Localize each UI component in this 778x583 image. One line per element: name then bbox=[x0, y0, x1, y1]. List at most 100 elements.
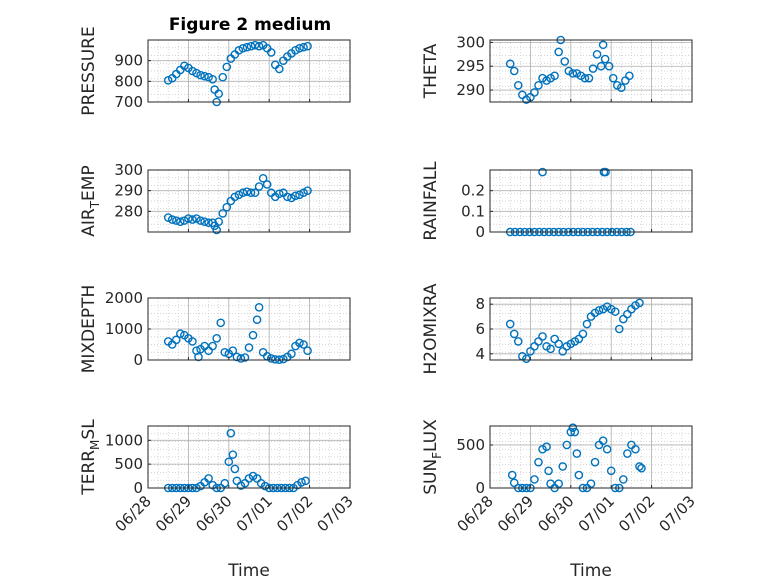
y-tick-label: 300 bbox=[456, 33, 485, 51]
data-point bbox=[192, 68, 201, 78]
data-point bbox=[594, 306, 604, 315]
data-point bbox=[297, 477, 306, 487]
data-point bbox=[250, 188, 260, 198]
subplot-3: 280 290 300 AIRTEMP bbox=[79, 161, 351, 237]
y-tick-label: 0 bbox=[133, 479, 143, 497]
data-point bbox=[588, 64, 598, 73]
data-series bbox=[505, 35, 634, 104]
data-point bbox=[254, 302, 264, 312]
data-point bbox=[542, 442, 551, 451]
data-point bbox=[240, 353, 250, 362]
y-axis-label: PRESSURE bbox=[79, 26, 99, 115]
y-axis-label: THETA bbox=[421, 43, 441, 99]
data-point bbox=[270, 355, 280, 364]
data-point bbox=[184, 214, 193, 223]
data-point bbox=[568, 423, 578, 433]
data-point bbox=[171, 216, 181, 225]
data-point bbox=[252, 315, 262, 325]
data-point bbox=[220, 347, 230, 357]
subplot-6: 4 6 8 H2OMIXRA bbox=[421, 283, 693, 375]
data-point bbox=[274, 64, 284, 74]
data-point bbox=[568, 69, 578, 78]
data-point bbox=[283, 192, 292, 202]
data-point bbox=[291, 191, 300, 201]
data-point bbox=[196, 70, 205, 80]
data-point bbox=[562, 440, 572, 450]
data-point bbox=[610, 307, 620, 316]
data-point bbox=[301, 476, 310, 486]
y-tick-label: 8 bbox=[475, 295, 485, 313]
y-tick-label: 0 bbox=[475, 223, 485, 241]
data-point bbox=[513, 337, 523, 346]
axes-box bbox=[489, 39, 693, 103]
y-axis-label: TERRMSL bbox=[79, 419, 102, 496]
y-tick-label: 1000 bbox=[105, 320, 143, 338]
data-point bbox=[596, 61, 606, 71]
data-point bbox=[608, 73, 618, 83]
x-axis-label: Time bbox=[227, 561, 270, 581]
axes-box bbox=[489, 425, 693, 489]
data-point bbox=[226, 428, 236, 438]
data-point bbox=[580, 73, 590, 83]
data-series bbox=[163, 302, 312, 364]
y-tick-label: 500 bbox=[114, 455, 143, 473]
data-point bbox=[544, 466, 553, 476]
data-point bbox=[507, 470, 517, 480]
axes-box bbox=[147, 425, 351, 489]
data-point bbox=[242, 42, 252, 52]
data-point bbox=[566, 427, 576, 437]
data-point bbox=[287, 193, 296, 203]
y-tick-label: 0 bbox=[475, 479, 485, 497]
data-point bbox=[631, 444, 640, 454]
data-point bbox=[600, 54, 610, 64]
data-point bbox=[598, 40, 608, 50]
data-point bbox=[574, 470, 584, 480]
data-point bbox=[602, 444, 612, 454]
subplot-1: 700 800 900 PRESSURE bbox=[79, 26, 351, 116]
data-point bbox=[592, 50, 602, 59]
data-point bbox=[299, 188, 308, 198]
y-tick-label: 0.1 bbox=[461, 202, 485, 220]
y-tick-label: 280 bbox=[114, 202, 143, 220]
data-point bbox=[163, 76, 173, 85]
subplot-2: 290 295 300 THETA bbox=[421, 33, 693, 104]
data-point bbox=[204, 474, 213, 483]
y-tick-label: 6 bbox=[475, 320, 485, 338]
data-point bbox=[200, 217, 209, 226]
data-point bbox=[258, 173, 268, 183]
data-point bbox=[530, 475, 539, 484]
data-point bbox=[266, 354, 276, 363]
y-axis-label: SUNFLUX bbox=[421, 419, 444, 495]
data-point bbox=[538, 167, 547, 177]
data-point bbox=[303, 346, 312, 356]
data-point bbox=[590, 457, 600, 467]
data-point bbox=[538, 332, 547, 341]
data-point bbox=[163, 213, 173, 222]
data-point bbox=[299, 42, 308, 52]
y-tick-label: 300 bbox=[114, 161, 143, 179]
data-point bbox=[188, 215, 197, 224]
data-point bbox=[218, 209, 228, 218]
data-point bbox=[236, 354, 246, 363]
data-point bbox=[623, 449, 632, 458]
data-point bbox=[534, 81, 543, 90]
data-point bbox=[637, 463, 646, 473]
data-point bbox=[601, 167, 610, 177]
data-point bbox=[192, 214, 201, 223]
data-point bbox=[230, 192, 240, 202]
data-point bbox=[222, 202, 232, 212]
data-point bbox=[509, 329, 519, 339]
data-point bbox=[188, 337, 197, 346]
subplot-4: 0 0.1 0.2 RAINFALL bbox=[421, 161, 693, 241]
data-point bbox=[295, 338, 304, 348]
data-series bbox=[163, 173, 312, 235]
axes-box bbox=[147, 39, 351, 103]
y-tick-label: 500 bbox=[456, 436, 485, 454]
data-point bbox=[234, 190, 244, 200]
y-tick-label: 0.2 bbox=[461, 182, 485, 200]
y-tick-label: 290 bbox=[114, 182, 143, 200]
data-point bbox=[617, 83, 626, 92]
data-point bbox=[248, 330, 258, 340]
data-point bbox=[303, 186, 312, 195]
